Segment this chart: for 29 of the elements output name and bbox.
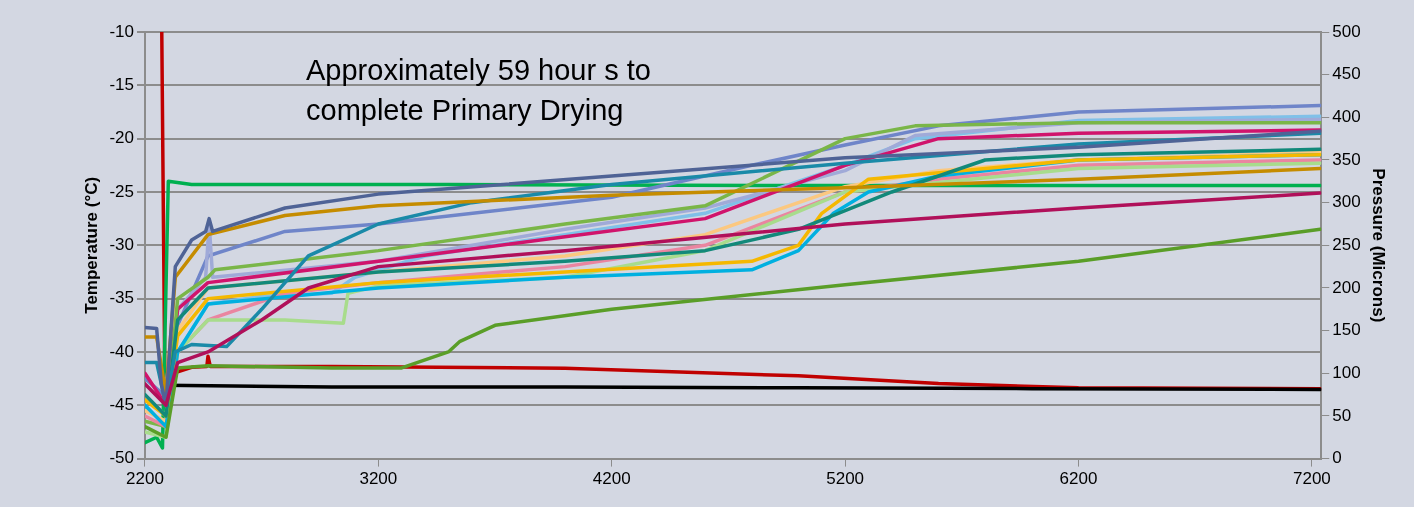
y-tick-label: -50 [109,448,134,468]
x-tick-label: 7200 [1292,469,1331,489]
y-tick-label: -40 [109,341,134,361]
y2-tick-label: 0 [1332,448,1342,468]
y-tick-label: -20 [109,128,134,148]
y-tick-label: -45 [109,394,134,414]
y2-tick-label: 50 [1332,405,1352,425]
y2-tick-label: 500 [1332,21,1361,41]
y2-tick-label: 250 [1332,234,1361,254]
y2-tick-label: 100 [1332,362,1361,382]
x-tick-label: 5200 [826,469,865,489]
y-tick-label: -35 [109,288,134,308]
x-tick-label: 3200 [359,469,398,489]
y-axis-title: Temperature (°C) [81,176,101,314]
y2-tick-label: 400 [1332,107,1361,127]
y-tick-label: -15 [109,75,134,95]
y2-tick-label: 200 [1332,277,1361,297]
y-tick-label: -30 [109,234,134,254]
y-tick-label: -10 [109,21,134,41]
x-tick-label: 6200 [1059,469,1098,489]
y2-tick-label: 150 [1332,320,1361,340]
y2-tick-label: 300 [1332,192,1361,212]
y2-tick-label: 450 [1332,64,1361,84]
y-tick-label: -25 [109,181,134,201]
x-tick-label: 2200 [126,469,164,489]
y2-tick-label: 350 [1332,149,1361,169]
annotation: Approximately 59 hour s to complete Primary Drying [306,53,652,128]
y2-axis-title: Pressure (Microns) [1369,168,1389,323]
x-tick-label: 4200 [592,469,631,489]
